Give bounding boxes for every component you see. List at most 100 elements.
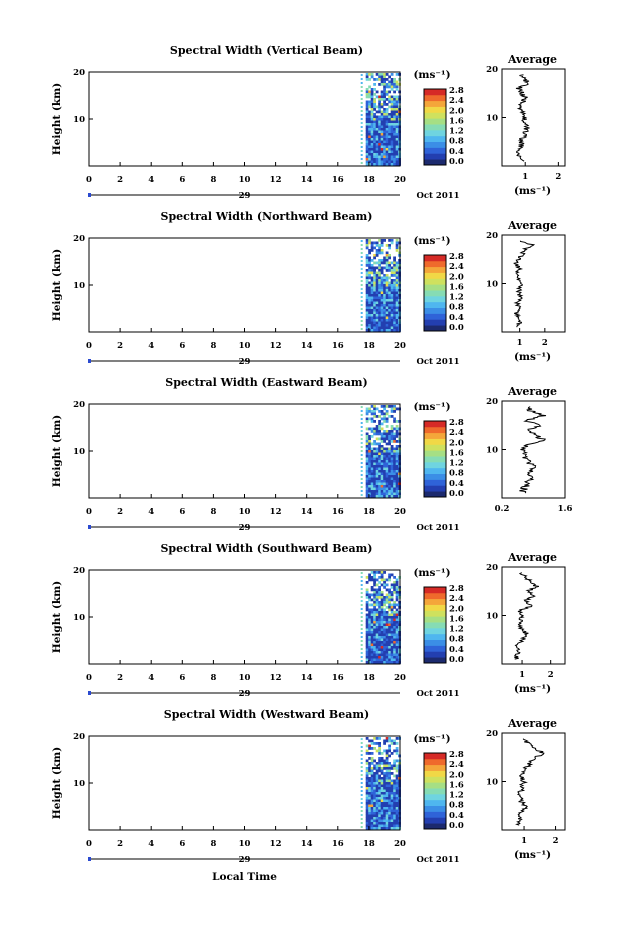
heatmap-cell xyxy=(388,794,391,798)
heatmap-cell xyxy=(383,93,386,96)
heatmap-cell xyxy=(378,616,381,619)
heatmap-cell xyxy=(373,653,376,657)
heatmap-cell xyxy=(383,437,386,441)
heatmap-cell xyxy=(378,138,381,141)
heatmap-cell xyxy=(365,787,369,790)
x-tick-label: 12 xyxy=(270,673,282,683)
heatmap-cell xyxy=(373,108,376,111)
y-axis-label: Height (km) xyxy=(51,415,63,487)
average-frame xyxy=(501,68,566,167)
heatmap-cell xyxy=(388,138,391,141)
heatmap-cell xyxy=(368,767,371,770)
heatmap-cell xyxy=(375,648,379,652)
heatmap-cell xyxy=(375,138,379,141)
heatmap-cell xyxy=(370,269,374,272)
heatmap-cell xyxy=(373,261,376,265)
heatmap-cell xyxy=(375,656,379,659)
heatmap-cell xyxy=(373,296,376,300)
heatmap-cell xyxy=(370,276,374,280)
heatmap-cell xyxy=(365,246,369,250)
heatmap-cell xyxy=(365,658,369,662)
heatmap-cell xyxy=(380,633,384,637)
heatmap-cell xyxy=(365,797,369,800)
heatmap-cell xyxy=(385,306,389,310)
heatmap-cell xyxy=(390,316,394,320)
heatmap-cell xyxy=(365,427,369,431)
heatmap-cell xyxy=(370,148,374,151)
heatmap-cell xyxy=(378,291,381,295)
heatmap-cell xyxy=(373,241,376,245)
heatmap-cell xyxy=(360,612,363,614)
heatmap-cell xyxy=(378,819,381,823)
heatmap-cell xyxy=(370,618,374,622)
heatmap-cell xyxy=(370,93,374,96)
heatmap-cell xyxy=(368,105,371,109)
heatmap-cell xyxy=(368,440,371,443)
heatmap-cell xyxy=(383,480,386,483)
heatmap-cell xyxy=(373,462,376,466)
heatmap-cell xyxy=(393,163,396,166)
heatmap-cell xyxy=(380,155,384,159)
heatmap-cell xyxy=(380,455,384,458)
heatmap-cell xyxy=(390,794,394,798)
heatmap-cell xyxy=(365,311,369,315)
heatmap-cell xyxy=(360,138,363,140)
colorbar-segment xyxy=(424,325,446,332)
heatmap-cell xyxy=(393,653,396,657)
heatmap-cell xyxy=(383,160,386,164)
heatmap-cell xyxy=(380,450,384,453)
heatmap-cell xyxy=(370,824,374,828)
heatmap-cell xyxy=(395,158,399,161)
heatmap-cell xyxy=(378,95,381,99)
heatmap-cell xyxy=(388,118,391,121)
heatmap-cell xyxy=(385,462,389,466)
heatmap-cell xyxy=(395,613,399,617)
heatmap-cell xyxy=(388,75,391,79)
heatmap-cell xyxy=(393,739,396,743)
heatmap-cell xyxy=(395,787,399,790)
heatmap-cell xyxy=(373,764,376,768)
heatmap-cell xyxy=(360,802,363,804)
heatmap-cell xyxy=(368,153,371,156)
heatmap-cell xyxy=(378,158,381,161)
heatmap-cell xyxy=(393,764,396,768)
x-tick-label: 12 xyxy=(270,507,282,517)
heatmap-cell xyxy=(385,485,389,488)
heatmap-cell xyxy=(370,412,374,416)
heatmap-cell xyxy=(370,752,374,755)
heatmap-cell xyxy=(380,571,384,574)
heatmap-cell xyxy=(385,799,389,803)
heatmap-cell xyxy=(378,286,381,290)
x-tick-label: 2 xyxy=(117,507,123,517)
heatmap-cell xyxy=(378,485,381,488)
heatmap-cell xyxy=(383,415,386,418)
heatmap-cell xyxy=(368,241,371,245)
heatmap-cell xyxy=(395,269,399,272)
heatmap-cell xyxy=(373,299,376,302)
heatmap-cell xyxy=(368,78,371,81)
heatmap-cell xyxy=(380,445,384,448)
x-tick-label: 16 xyxy=(332,507,344,517)
heatmap-cell xyxy=(370,155,374,159)
heatmap-cell xyxy=(383,306,386,310)
heatmap-cell xyxy=(380,487,384,491)
heatmap-cell xyxy=(370,88,374,91)
heatmap-cell xyxy=(360,82,363,84)
heatmap-cell xyxy=(380,417,384,421)
heatmap-cell xyxy=(373,804,376,808)
heatmap-cell xyxy=(388,633,391,637)
colorbar-tick-label: 2.4 xyxy=(449,262,464,272)
colorbar-segment xyxy=(424,467,446,475)
heatmap-cell xyxy=(365,153,369,156)
heatmap-cell xyxy=(380,244,384,247)
colorbar-segment xyxy=(424,758,446,766)
heatmap-cell xyxy=(360,600,363,602)
heatmap-cell xyxy=(393,286,396,290)
heatmap-cell xyxy=(368,777,371,780)
heatmap-cell xyxy=(390,281,394,285)
heatmap-cell xyxy=(393,809,396,813)
heatmap-cell xyxy=(395,784,399,788)
heatmap-cell xyxy=(375,480,379,483)
heatmap-cell xyxy=(373,440,376,443)
colorbar-tick-label: 0.0 xyxy=(449,157,464,167)
